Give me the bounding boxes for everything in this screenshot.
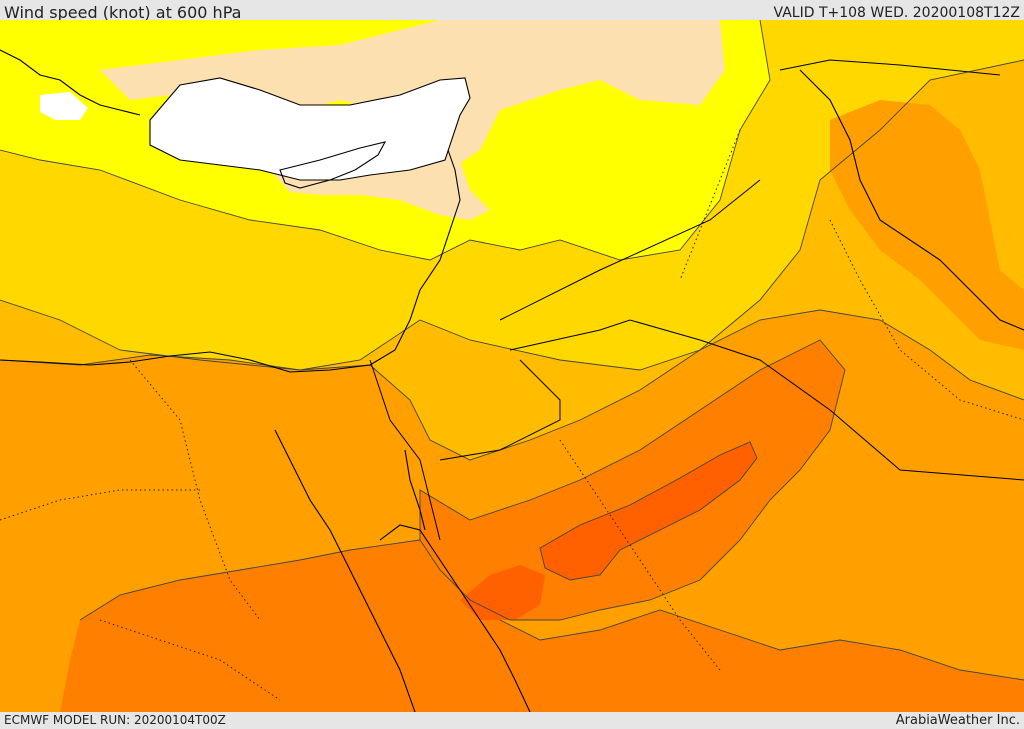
coastline-persian-gulf <box>799 69 1024 331</box>
boundary-line <box>439 359 561 461</box>
coastline-red-sea-east <box>379 524 531 712</box>
coastline-red-sea-west <box>274 429 416 712</box>
coastlines <box>0 49 1024 712</box>
boundary-line <box>779 59 1001 76</box>
coastline-cyprus <box>279 141 387 189</box>
coastline-gulf-aqaba <box>404 449 426 531</box>
footer-bar <box>0 712 1024 729</box>
credit-label: ArabiaWeather Inc. <box>895 713 1020 728</box>
sea-mask <box>150 78 470 180</box>
contour-lines <box>0 20 1024 681</box>
coastline-mediterranean <box>0 149 461 373</box>
orange-zone-northeast <box>830 100 1024 350</box>
contour-line <box>79 539 421 621</box>
country-borders <box>0 129 1024 701</box>
boundary-lines <box>369 59 1024 541</box>
dark-orange-zone-south <box>60 540 1024 712</box>
boundary-line <box>499 179 761 321</box>
contour-line <box>0 309 1024 461</box>
valid-time-label: VALID T+108 WED. 20200108T12Z <box>773 5 1020 21</box>
coastline-sea-outline <box>149 77 471 181</box>
country-border <box>0 489 200 521</box>
title-bar <box>0 0 1024 20</box>
wind-speed-map <box>0 20 1024 712</box>
contour-line <box>0 20 771 261</box>
country-border <box>99 619 281 701</box>
country-border <box>559 439 721 671</box>
dark-orange-zone-central <box>420 340 845 620</box>
contour-line <box>539 441 758 581</box>
model-run-label: ECMWF MODEL RUN: 20200104T00Z <box>4 713 226 727</box>
boundary-line <box>369 359 441 541</box>
boundary-line <box>509 319 1024 481</box>
sea-mask-west <box>40 92 88 120</box>
map-title: Wind speed (knot) at 600 hPa <box>4 3 242 22</box>
country-border <box>829 219 1024 421</box>
coastline-northwest <box>0 49 141 116</box>
deep-orange-core <box>540 442 757 580</box>
contour-line <box>419 339 846 621</box>
contour-line <box>499 609 1024 681</box>
deep-orange-core-west <box>460 565 545 620</box>
